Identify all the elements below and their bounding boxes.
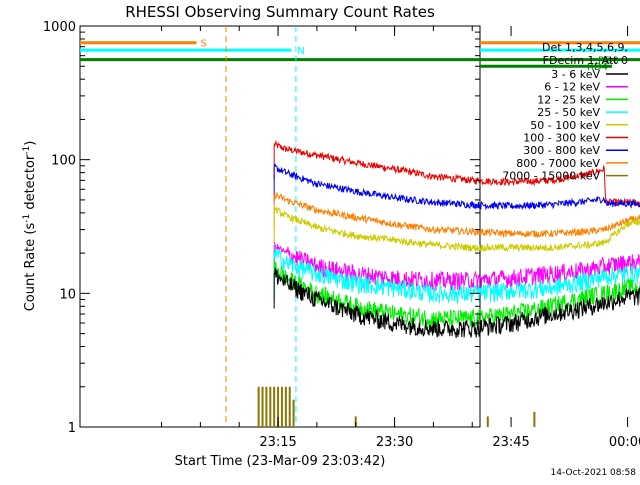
series-layer: [257, 139, 640, 427]
legend: Det 1,3,4,5,6,9, FDecim 1, Att 0 3 - 6 k…: [502, 41, 628, 183]
legend-entry-label: 50 - 100 keV: [530, 119, 600, 132]
series-line-5: [273, 246, 640, 305]
x-tick-label: 23:45: [492, 435, 529, 450]
y-axis-label-sup1: -1: [22, 214, 32, 223]
y-axis-label: Count Rate (s-1 detector-1): [22, 141, 38, 312]
series-line-7: [273, 267, 640, 338]
mode-lines: [225, 26, 297, 427]
x-tick-label: 23:30: [376, 435, 413, 450]
x-tick-label: 00:00: [609, 435, 640, 450]
legend-entry-label: 100 - 300 keV: [523, 132, 600, 145]
legend-entry-label: 7000 - 15000 keV: [502, 170, 600, 183]
flag-label-n: N: [297, 46, 304, 57]
y-axis-label-sup2: -1: [22, 146, 32, 155]
flag-label-s: S: [201, 39, 207, 50]
y-tick-label: 1000: [43, 20, 76, 35]
legend-entry-label: 6 - 12 keV: [544, 81, 600, 94]
legend-entry-label: 800 - 7000 keV: [516, 157, 600, 170]
series-line-3: [273, 206, 640, 253]
y-tick-label: 100: [51, 154, 76, 169]
legend-entry-label: 12 - 25 keV: [537, 93, 600, 106]
chart-title: RHESSI Observing Summary Count Rates: [125, 3, 435, 21]
y-tick-label: 1: [68, 421, 76, 436]
series-line-0: [273, 139, 640, 206]
x-tick-label: 23:15: [259, 435, 296, 450]
series-line-2: [273, 191, 640, 239]
legend-entry-label: 3 - 6 keV: [551, 68, 600, 81]
legend-entry-label: 25 - 50 keV: [537, 106, 600, 119]
y-axis-label-mid: detector: [23, 154, 38, 214]
y-axis-label-main: Count Rate (s: [23, 223, 38, 312]
legend-header-2: FDecim 1, Att 0: [543, 54, 628, 67]
legend-header-1: Det 1,3,4,5,6,9,: [542, 41, 628, 54]
x-axis-label: Start Time (23-Mar-09 23:03:42): [175, 454, 386, 469]
flag-label-rd0: RD0: [598, 56, 619, 67]
y-axis-label-end: ): [23, 141, 38, 146]
plot-area: [79, 25, 481, 428]
date-stamp: 14-Oct-2021 08:58: [551, 468, 637, 478]
legend-entry-label: 300 - 800 keV: [523, 144, 600, 157]
flag-label-rd4: RD4: [587, 62, 608, 73]
series-line-1: [273, 163, 640, 211]
y-tick-label: 10: [59, 287, 76, 302]
